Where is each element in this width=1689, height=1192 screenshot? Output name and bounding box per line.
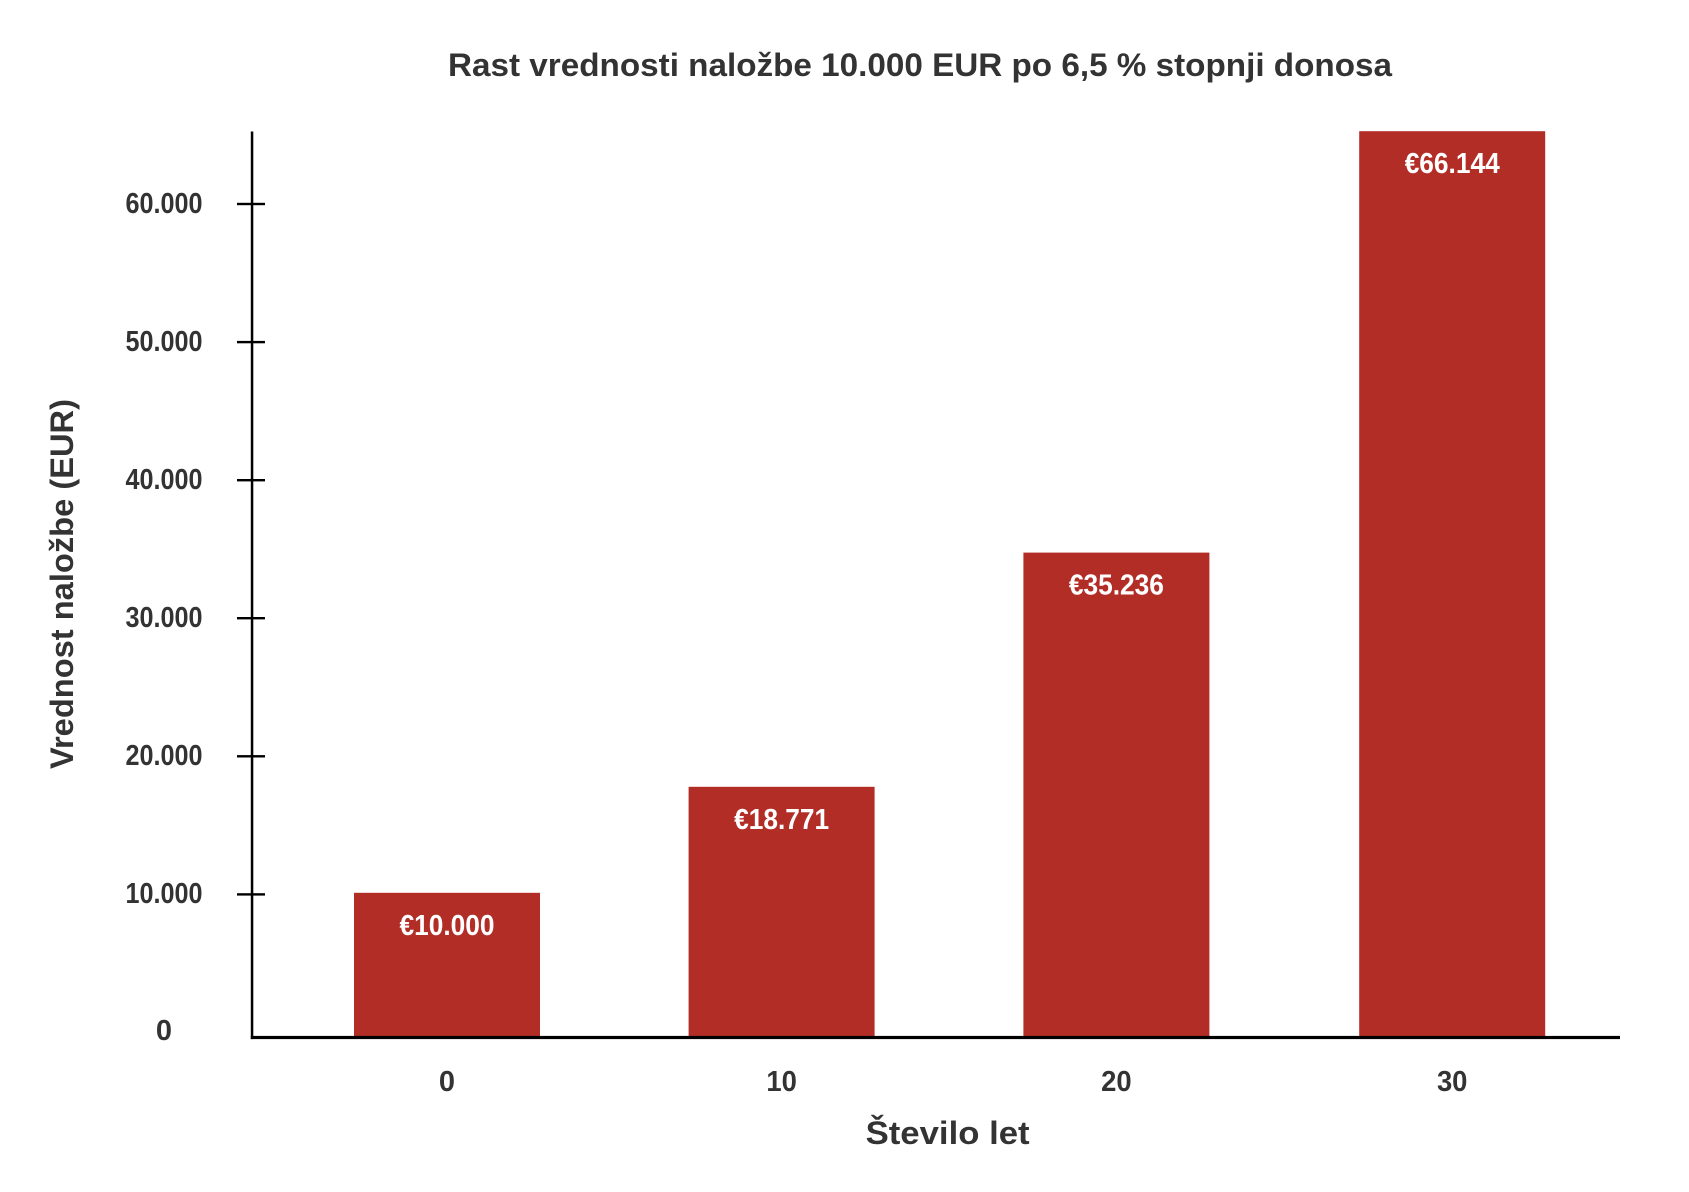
svg-text:€35.236: €35.236 xyxy=(1069,570,1164,602)
svg-text:50.000: 50.000 xyxy=(126,326,203,358)
svg-text:20.000: 20.000 xyxy=(126,740,203,772)
svg-text:0: 0 xyxy=(156,1015,172,1047)
svg-text:0: 0 xyxy=(439,1066,455,1098)
svg-text:10: 10 xyxy=(766,1066,797,1098)
svg-text:20: 20 xyxy=(1101,1066,1132,1098)
svg-text:Število let: Število let xyxy=(866,1115,1030,1151)
svg-text:30.000: 30.000 xyxy=(126,602,203,634)
svg-text:€18.771: €18.771 xyxy=(734,804,829,836)
svg-text:30: 30 xyxy=(1437,1066,1468,1098)
svg-text:40.000: 40.000 xyxy=(126,464,203,496)
svg-text:Rast vrednosti naložbe 10.000: Rast vrednosti naložbe 10.000 EUR po 6,5… xyxy=(448,47,1392,83)
svg-text:Vrednost naložbe (EUR): Vrednost naložbe (EUR) xyxy=(44,399,80,769)
svg-text:60.000: 60.000 xyxy=(126,188,203,220)
svg-text:€66.144: €66.144 xyxy=(1405,148,1500,180)
svg-text:€10.000: €10.000 xyxy=(400,910,495,942)
svg-text:10.000: 10.000 xyxy=(126,878,203,910)
